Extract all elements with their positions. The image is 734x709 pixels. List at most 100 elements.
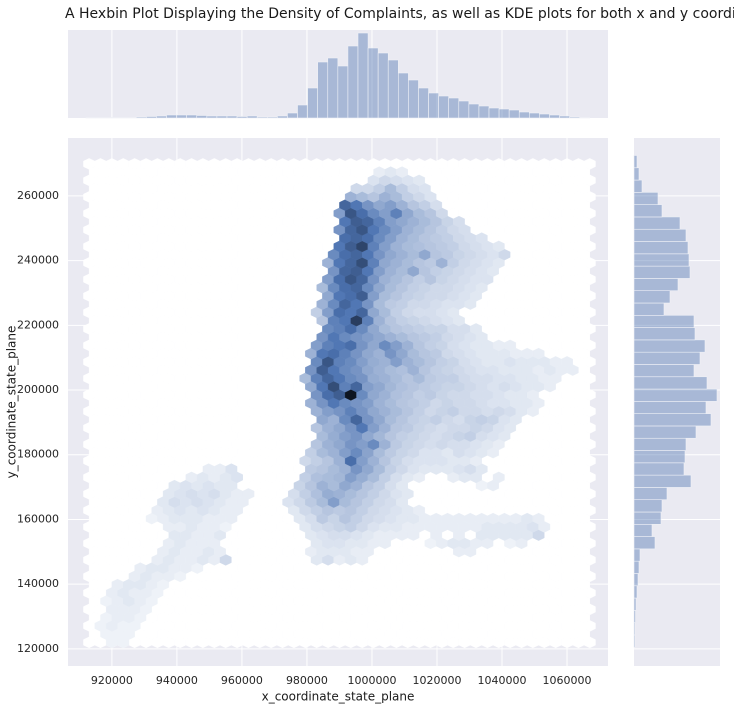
histogram-bar <box>125 117 137 119</box>
histogram-bar <box>307 87 318 119</box>
histogram-bar <box>633 339 706 353</box>
hexbin-cell <box>561 356 573 368</box>
histogram-bar <box>633 265 691 279</box>
hexbin-empty-cell <box>578 595 590 607</box>
histogram-bar <box>428 92 439 119</box>
hexbin-empty-cell <box>578 562 590 574</box>
histogram-bar <box>206 115 218 119</box>
histogram-bar <box>156 115 167 119</box>
x-tick-label: 1040000 <box>478 674 527 687</box>
histogram-bar <box>347 45 359 119</box>
histogram-bar <box>579 117 591 119</box>
hexbin-empty-cell <box>578 182 590 195</box>
histogram-bar <box>135 116 147 119</box>
histogram-bar <box>408 79 419 119</box>
histogram-bar <box>297 104 308 119</box>
histogram-bar <box>633 155 638 169</box>
hexbin-empty-cell <box>578 199 590 211</box>
histogram-bar <box>95 117 107 119</box>
histogram-bar <box>488 107 500 119</box>
histogram-bar <box>633 585 638 599</box>
histogram-bar <box>559 115 570 119</box>
hexbin-cell <box>396 166 408 178</box>
histogram-bar <box>166 114 177 119</box>
y-tick-label: 120000 <box>17 642 59 655</box>
histogram-bar <box>398 72 409 119</box>
histogram-bar <box>448 97 460 119</box>
histogram-bar <box>529 112 540 119</box>
hexbin-empty-cell <box>578 578 590 591</box>
histogram-bar <box>186 114 198 119</box>
hexbin-empty-cell <box>578 166 590 178</box>
histogram-bar <box>633 290 671 304</box>
histogram-bar <box>633 351 701 365</box>
histogram-bar <box>498 108 510 119</box>
histogram-bar <box>105 117 117 119</box>
y-axis-label: y_coordinate_state_plane <box>5 326 19 479</box>
histogram-bar <box>633 228 687 242</box>
hexbin-cell <box>225 463 238 475</box>
hexbin-cell <box>504 339 517 352</box>
histogram-bar <box>633 511 662 525</box>
histogram-bar <box>549 114 560 119</box>
histogram-bar <box>287 112 298 119</box>
hexbin-empty-cell <box>578 413 590 426</box>
hexbin-cell <box>413 504 425 517</box>
histogram-bar <box>146 116 157 119</box>
histogram-bar <box>633 302 665 316</box>
histogram-bar <box>633 536 656 550</box>
hexbin-empty-cell <box>578 611 590 624</box>
hexbin-empty-cell <box>578 347 590 360</box>
hexbin-empty-cell <box>578 265 590 277</box>
histogram-bar <box>115 117 127 119</box>
histogram-bar <box>633 425 697 439</box>
histogram-bar <box>387 59 399 119</box>
y-tick-label: 220000 <box>17 318 59 331</box>
histogram-bar <box>633 462 685 476</box>
hexbin-empty-cell <box>578 380 590 393</box>
hexbin-cell <box>242 488 255 500</box>
hexbin-cell <box>413 174 425 187</box>
y-tick-label: 160000 <box>17 512 59 525</box>
histogram-bar <box>266 116 278 119</box>
hexbin-empty-cell <box>578 397 590 409</box>
histogram-bar <box>226 115 238 119</box>
histogram-bar <box>85 117 97 119</box>
hexbin-empty-cell <box>578 463 590 475</box>
histogram-bar <box>633 413 712 427</box>
x-tick-label: 960000 <box>221 674 263 687</box>
y-tick-label: 140000 <box>17 577 59 590</box>
hexbin-empty-cell <box>578 232 590 244</box>
histogram-bar <box>633 474 692 488</box>
histogram-bar <box>367 47 379 119</box>
histogram-bar <box>508 109 520 119</box>
histogram-bar <box>633 179 643 193</box>
hexbin-cell <box>532 512 545 525</box>
histogram-bar <box>633 437 687 451</box>
hexbin-cell <box>492 471 505 484</box>
histogram-bar <box>633 597 637 611</box>
hexbin-empty-cell <box>578 215 590 228</box>
histogram-bar <box>633 450 686 464</box>
hexbin-empty-cell <box>578 512 590 525</box>
histogram-bar <box>633 167 640 181</box>
histogram-bar <box>633 634 636 648</box>
histogram-bar <box>633 548 641 562</box>
histogram-bar <box>246 115 258 119</box>
y-tick-label: 240000 <box>17 254 59 267</box>
histogram-bar <box>458 100 470 119</box>
hexbin-empty-cell <box>578 628 590 640</box>
histogram-bar <box>518 111 530 119</box>
histogram-bar <box>633 487 668 501</box>
hexbin-empty-cell <box>578 314 590 327</box>
x-axis-label: x_coordinate_state_plane <box>262 690 415 704</box>
histogram-bar <box>633 364 695 378</box>
histogram-bar <box>327 57 339 119</box>
y-tick-label: 260000 <box>17 189 59 202</box>
histogram-bar <box>357 32 369 119</box>
histogram-bar <box>633 192 659 205</box>
x-tick-label: 1060000 <box>543 674 592 687</box>
histogram-bar <box>337 65 349 119</box>
histogram-bar <box>418 87 429 119</box>
